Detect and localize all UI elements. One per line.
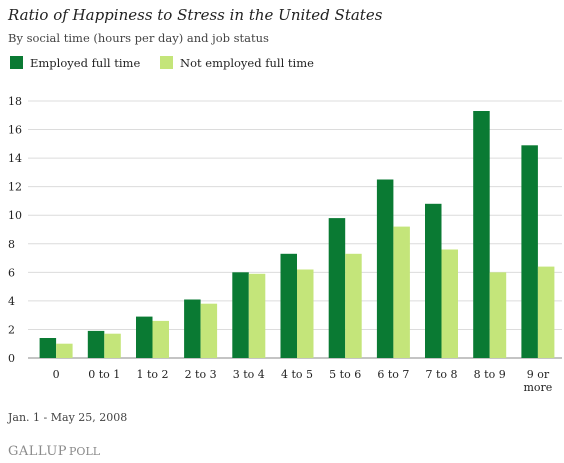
y-tick-label: 8 (8, 238, 15, 251)
bar-not-employed (297, 269, 314, 358)
bar-employed (87, 330, 105, 358)
legend-label-not-employed: Not employed full time (180, 56, 314, 70)
x-tick-label: 3 to 4 (233, 368, 265, 381)
y-tick-label: 14 (8, 152, 22, 165)
bar-employed (232, 272, 249, 358)
x-tick-label: 0 to 1 (88, 368, 120, 381)
y-axis-ticks: 0 2 4 6 8 10 12 14 16 18 (8, 95, 22, 365)
bar-not-employed (537, 266, 555, 358)
x-tick-label: 1 to 2 (136, 368, 168, 381)
y-tick-label: 10 (8, 209, 22, 222)
x-tick-label: 7 to 8 (425, 368, 457, 381)
x-tick-label: 0 (53, 368, 60, 381)
chart-title: Ratio of Happiness to Stress in the Unit… (7, 6, 383, 24)
y-tick-label: 12 (8, 181, 22, 194)
bar-not-employed (345, 253, 362, 358)
y-tick-label: 16 (8, 124, 22, 137)
chart-subtitle: By social time (hours per day) and job s… (8, 31, 269, 45)
bar-not-employed (393, 226, 410, 358)
gridlines (28, 100, 562, 359)
bar-employed (280, 253, 297, 358)
bar-employed (184, 299, 201, 358)
bar-employed (39, 338, 57, 358)
bar-not-employed (56, 343, 73, 358)
legend-swatch-employed (10, 56, 23, 69)
y-tick-label: 2 (8, 323, 15, 336)
bar-employed (473, 111, 490, 358)
y-tick-label: 6 (8, 266, 15, 279)
legend: Employed full time Not employed full tim… (10, 56, 314, 70)
y-tick-label: 0 (8, 352, 15, 365)
bar-employed (425, 203, 442, 358)
bar-employed (376, 179, 394, 358)
x-tick-label: 4 to 5 (281, 368, 313, 381)
date-range-note: Jan. 1 - May 25, 2008 (7, 411, 127, 424)
bar-employed (328, 218, 346, 358)
bar-employed (136, 316, 153, 358)
bars (39, 111, 555, 358)
x-tick-label: 8 to 9 (474, 368, 506, 381)
logo-main-text: GALLUP (8, 444, 67, 459)
x-tick-label: 2 to 3 (185, 368, 217, 381)
bar-not-employed (104, 333, 121, 358)
bar-not-employed (441, 249, 458, 358)
bar-not-employed (248, 273, 266, 358)
y-tick-label: 4 (8, 295, 15, 308)
legend-swatch-not-employed (160, 56, 173, 69)
bar-employed (521, 145, 538, 358)
gallup-poll-logo: GALLUP POLL (8, 444, 101, 459)
logo-sub-text: POLL (69, 445, 101, 458)
bar-not-employed (152, 320, 169, 358)
x-tick-label: 6 to 7 (377, 368, 409, 381)
bar-not-employed (200, 303, 218, 358)
bar-not-employed (489, 272, 507, 358)
y-tick-label: 18 (8, 95, 22, 108)
x-axis-ticks: 0 0 to 1 1 to 2 2 to 3 3 to 4 4 to 5 5 to 6 6 t… (53, 368, 553, 394)
legend-label-employed: Employed full time (30, 56, 140, 70)
x-tick-label: 9 or more (523, 368, 552, 394)
x-tick-label: 5 to 6 (329, 368, 361, 381)
